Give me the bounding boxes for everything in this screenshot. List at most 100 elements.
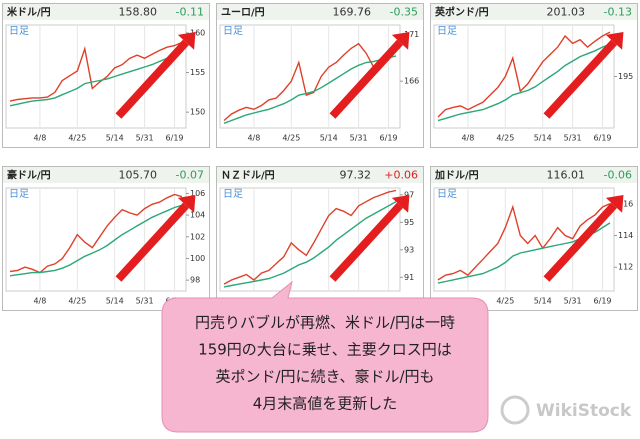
pair-name: ＮＺドル/円 bbox=[221, 170, 275, 182]
price-line bbox=[223, 55, 397, 124]
panel-header bbox=[3, 4, 209, 20]
y-tick-label: 95 bbox=[404, 218, 414, 227]
y-tick-label: 114 bbox=[618, 231, 633, 240]
y-tick-label: 91 bbox=[404, 273, 414, 282]
timeframe: 日足 bbox=[223, 188, 243, 200]
y-tick-label: 166 bbox=[404, 77, 419, 86]
change: -0.11 bbox=[176, 6, 204, 19]
callout-line: 159円の大台に乗せ、主要クロス円は bbox=[198, 341, 452, 359]
timeframe: 日足 bbox=[9, 25, 29, 37]
pair-name: ユーロ/円 bbox=[221, 7, 265, 19]
arrow-head bbox=[177, 195, 196, 213]
pair-name: 英ポンド/円 bbox=[434, 6, 489, 19]
x-tick-label: 6/19 bbox=[380, 134, 398, 143]
y-tick-label: 150 bbox=[190, 108, 205, 117]
change: +0.06 bbox=[384, 169, 418, 182]
callout-box bbox=[161, 280, 489, 433]
arrow-shaft bbox=[543, 202, 617, 282]
plot-area bbox=[433, 187, 615, 292]
watermark-logo bbox=[500, 395, 530, 425]
arrow-head bbox=[605, 32, 624, 50]
plot-area bbox=[5, 24, 187, 129]
arrow-shaft bbox=[543, 39, 617, 119]
price-line bbox=[223, 189, 397, 285]
timeframe: 日足 bbox=[9, 188, 29, 200]
y-tick-label: 160 bbox=[190, 28, 205, 37]
x-tick-label: 4/8 bbox=[33, 297, 46, 306]
chart-panel: 豪ドル/円 105.70 -0.07 日足 98 100 102 104 106 4/8 4/25 5… bbox=[2, 166, 210, 311]
callout-line: 4月末高値を更新した bbox=[253, 395, 398, 413]
arrow-shaft bbox=[115, 202, 189, 282]
y-tick-label: 195 bbox=[618, 72, 633, 81]
chart-panel: 加ドル/円116.01-0.06日足1121141164/84/255/145/… bbox=[430, 166, 638, 311]
x-tick-label: 5/14 bbox=[534, 297, 552, 306]
x-tick-label: 4/25 bbox=[496, 134, 514, 143]
change: -0.06 bbox=[604, 169, 632, 182]
callout-line: 英ポンド/円に続き、豪ドル/円も bbox=[215, 368, 434, 386]
price-line bbox=[223, 42, 397, 122]
arrow-head bbox=[605, 195, 624, 213]
change: -0.35 bbox=[390, 6, 418, 19]
x-tick-label: 5/31 bbox=[564, 134, 582, 143]
timeframe: 日足 bbox=[437, 188, 457, 200]
x-tick-label: 5/14 bbox=[106, 134, 124, 143]
x-tick-label: 4/25 bbox=[68, 297, 86, 306]
plot-area bbox=[5, 187, 187, 292]
x-tick-label: 5/14 bbox=[320, 134, 338, 143]
y-tick-label: 98 bbox=[190, 276, 200, 285]
x-tick-label: 6/19 bbox=[166, 134, 184, 143]
y-tick-label: 171 bbox=[404, 30, 419, 39]
panel-header bbox=[217, 167, 423, 183]
chart-panel: ユーロ/円 169.76 -0.35 日足 166 171 4/8 4/25 5/14 5/31 6… bbox=[216, 3, 424, 148]
x-tick-label: 5/14 bbox=[106, 297, 124, 306]
arrow-shaft bbox=[115, 39, 189, 119]
price: 116.01 bbox=[547, 169, 586, 182]
price-line bbox=[437, 203, 611, 281]
x-tick-label: 4/8 bbox=[33, 134, 46, 143]
y-tick-label: 104 bbox=[190, 211, 205, 220]
timeframe: 日足 bbox=[437, 25, 457, 37]
price: 97.32 bbox=[340, 169, 372, 182]
price-line bbox=[9, 41, 183, 102]
x-tick-label: 5/31 bbox=[136, 297, 154, 306]
chart-panel: 米ドル/円 158.80 -0.11 日足 150 155 160 4/8 4/25 5/14 5/… bbox=[2, 3, 210, 148]
watermark: WikiStock bbox=[536, 401, 632, 421]
y-tick-label: 116 bbox=[618, 199, 633, 208]
y-tick-label: 106 bbox=[190, 189, 205, 198]
y-tick-label: 102 bbox=[190, 232, 205, 241]
y-tick-label: 97 bbox=[404, 190, 414, 199]
price-line bbox=[223, 201, 397, 288]
plot-area bbox=[219, 24, 401, 129]
x-tick-label: 5/31 bbox=[136, 134, 154, 143]
panel-header bbox=[3, 167, 209, 183]
arrow-head bbox=[391, 32, 410, 50]
callout-line: 円売りバブルが再燃、米ドル/円は一時 bbox=[195, 314, 455, 332]
x-tick-label: 4/8 bbox=[461, 134, 474, 143]
panel-header bbox=[217, 4, 423, 20]
x-tick-label: 5/31 bbox=[564, 297, 582, 306]
panel-header bbox=[431, 4, 637, 20]
panel-header bbox=[431, 167, 637, 183]
y-tick-label: 155 bbox=[190, 68, 205, 77]
y-tick-label: 93 bbox=[404, 245, 414, 254]
arrow-shaft bbox=[329, 202, 403, 282]
price-line bbox=[437, 31, 611, 118]
x-tick-label: 6/19 bbox=[594, 134, 612, 143]
x-tick-label: 4/8 bbox=[247, 134, 260, 143]
chart-panel: ＮＺドル/円97.32+0.06日足919395974/84/255/145/3… bbox=[216, 166, 424, 311]
x-tick-label: 4/25 bbox=[68, 134, 86, 143]
pair-name: 豪ドル/円 bbox=[7, 169, 51, 182]
pair-name: 米ドル/円 bbox=[7, 6, 51, 19]
change: -0.07 bbox=[176, 169, 204, 182]
y-tick-label: 100 bbox=[190, 254, 205, 263]
arrow-head bbox=[391, 195, 410, 213]
x-tick-label: 6/19 bbox=[594, 297, 612, 306]
x-tick-label: 5/14 bbox=[534, 134, 552, 143]
arrow-shaft bbox=[329, 39, 403, 119]
price-line bbox=[437, 43, 611, 122]
x-tick-label: 4/25 bbox=[282, 134, 300, 143]
price-line bbox=[9, 204, 183, 277]
price: 158.80 bbox=[119, 6, 158, 19]
pair-name: 加ドル/円 bbox=[434, 169, 479, 182]
